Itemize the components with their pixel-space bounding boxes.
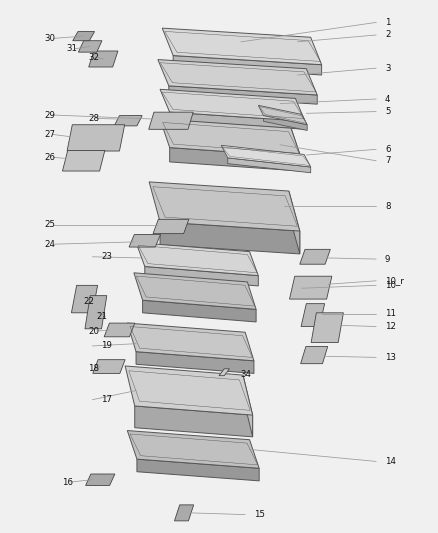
Polygon shape <box>104 323 135 337</box>
Polygon shape <box>67 125 125 151</box>
Polygon shape <box>300 346 328 364</box>
Polygon shape <box>127 323 254 361</box>
Polygon shape <box>311 313 343 343</box>
Polygon shape <box>149 112 193 130</box>
Text: 11: 11 <box>385 310 396 318</box>
Polygon shape <box>243 375 253 437</box>
Polygon shape <box>153 220 189 233</box>
Polygon shape <box>173 55 321 75</box>
Polygon shape <box>219 369 230 376</box>
Text: 32: 32 <box>88 53 99 62</box>
Text: 29: 29 <box>44 110 55 119</box>
Text: 19: 19 <box>101 342 112 351</box>
Polygon shape <box>174 505 194 521</box>
Polygon shape <box>145 266 258 286</box>
Polygon shape <box>135 406 253 437</box>
Text: 34: 34 <box>241 370 252 379</box>
Text: 3: 3 <box>385 63 390 72</box>
Text: 1: 1 <box>385 18 390 27</box>
Text: 12: 12 <box>385 322 396 331</box>
Polygon shape <box>264 116 307 131</box>
Polygon shape <box>291 128 300 171</box>
Polygon shape <box>228 158 311 173</box>
Polygon shape <box>129 235 160 247</box>
Polygon shape <box>137 459 259 481</box>
Polygon shape <box>127 431 259 469</box>
Text: 5: 5 <box>385 107 390 116</box>
Text: 10: 10 <box>385 281 396 290</box>
Text: 17: 17 <box>101 395 112 404</box>
Polygon shape <box>73 31 95 41</box>
Polygon shape <box>258 106 307 125</box>
Polygon shape <box>136 243 258 276</box>
Polygon shape <box>114 116 142 126</box>
Polygon shape <box>289 191 300 254</box>
Text: 15: 15 <box>254 510 265 519</box>
Text: 16: 16 <box>62 478 73 487</box>
Text: 25: 25 <box>44 220 55 229</box>
Polygon shape <box>158 60 317 95</box>
Polygon shape <box>290 276 332 299</box>
Polygon shape <box>134 273 256 309</box>
Polygon shape <box>162 28 321 64</box>
Polygon shape <box>149 182 300 231</box>
Polygon shape <box>63 150 105 171</box>
Text: 31: 31 <box>66 44 77 53</box>
Text: 27: 27 <box>44 130 55 139</box>
Polygon shape <box>170 112 305 130</box>
Polygon shape <box>143 300 256 322</box>
Polygon shape <box>301 304 325 327</box>
Text: 23: 23 <box>101 252 112 261</box>
Text: 13: 13 <box>385 353 396 362</box>
Polygon shape <box>160 222 300 254</box>
Polygon shape <box>169 86 317 104</box>
Text: 22: 22 <box>84 297 95 306</box>
Text: 20: 20 <box>88 327 99 336</box>
Text: 8: 8 <box>385 202 390 211</box>
Text: 6: 6 <box>385 145 390 154</box>
Text: 21: 21 <box>97 312 108 321</box>
Polygon shape <box>88 51 118 67</box>
Text: 4: 4 <box>385 94 390 103</box>
Polygon shape <box>160 90 305 122</box>
Text: 14: 14 <box>385 457 396 466</box>
Polygon shape <box>136 352 254 374</box>
Text: 30: 30 <box>44 34 55 43</box>
Polygon shape <box>85 474 115 486</box>
Text: 7: 7 <box>385 156 390 165</box>
Text: 26: 26 <box>44 153 55 162</box>
Polygon shape <box>160 119 300 157</box>
Polygon shape <box>170 148 300 171</box>
Polygon shape <box>125 366 253 415</box>
Text: 9: 9 <box>385 255 390 264</box>
Polygon shape <box>85 296 107 329</box>
Text: 10_r: 10_r <box>385 276 404 285</box>
Text: 18: 18 <box>88 365 99 373</box>
Polygon shape <box>71 285 98 313</box>
Polygon shape <box>221 146 311 167</box>
Polygon shape <box>300 249 330 264</box>
Polygon shape <box>78 41 102 52</box>
Text: 2: 2 <box>385 30 390 39</box>
Polygon shape <box>93 360 125 374</box>
Text: 28: 28 <box>88 114 99 123</box>
Text: 24: 24 <box>44 240 55 249</box>
